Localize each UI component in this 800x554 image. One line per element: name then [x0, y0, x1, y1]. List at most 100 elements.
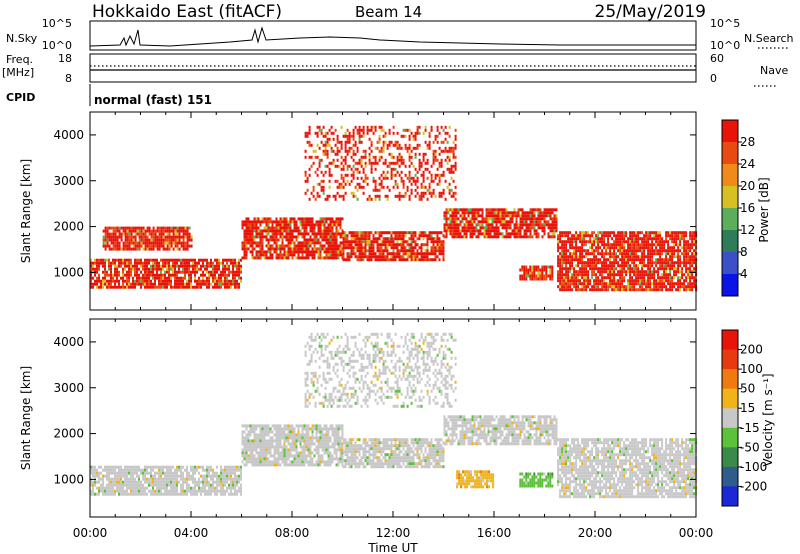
range-cell [342, 164, 345, 168]
range-cell [418, 143, 421, 147]
range-cell [110, 226, 113, 230]
range-cell [174, 261, 176, 265]
range-cell [222, 261, 224, 265]
range-cell [679, 231, 682, 235]
range-cell [271, 235, 274, 239]
range-cell [633, 273, 636, 277]
range-cell [565, 273, 568, 277]
range-cell [198, 486, 200, 490]
range-cell [172, 489, 174, 493]
range-cell [104, 492, 106, 496]
range-cell [631, 243, 634, 247]
range-cell [398, 173, 401, 177]
range-cell [495, 217, 498, 221]
range-cell [561, 240, 564, 244]
range-cell [309, 217, 312, 221]
range-cell [327, 238, 330, 242]
range-cell [366, 240, 369, 244]
range-cell [392, 249, 395, 253]
range-cell [184, 264, 186, 268]
range-cell [623, 234, 626, 238]
range-cell [446, 149, 449, 153]
range-cell [408, 134, 411, 138]
range-cell [414, 252, 417, 256]
nave-tick-low: 0 [710, 72, 717, 85]
range-cell [689, 261, 692, 265]
range-cell [128, 244, 131, 248]
range-cell [358, 249, 361, 253]
range-cell [124, 244, 127, 248]
range-cell [681, 273, 684, 277]
range-cell [481, 211, 484, 215]
range-cell [607, 282, 610, 286]
range-cell [166, 492, 168, 496]
range-cell [228, 279, 230, 283]
range-cell [408, 146, 411, 150]
range-cell [176, 468, 178, 472]
range-cell [372, 255, 375, 259]
range-cell [547, 214, 550, 218]
range-cell [384, 246, 387, 250]
range-cell [176, 264, 178, 268]
range-cell [267, 250, 270, 254]
range-cell [426, 240, 429, 244]
range-cell [166, 235, 169, 239]
range-cell [309, 220, 312, 224]
range-cell [635, 249, 638, 253]
range-cell [190, 282, 192, 286]
range-cell [577, 237, 580, 241]
range-cell [442, 191, 445, 195]
range-cell [581, 261, 584, 265]
range-cell [297, 256, 300, 260]
range-cell [142, 235, 145, 239]
range-cell [402, 128, 405, 132]
range-cell [216, 465, 218, 469]
range-cell [136, 273, 138, 277]
range-cell [305, 250, 308, 254]
range-cell [639, 282, 642, 286]
range-cell [390, 246, 393, 250]
range-cell [156, 492, 158, 496]
range-cell [311, 217, 314, 221]
range-cell [609, 285, 612, 289]
range-cell [194, 270, 196, 274]
range-cell [325, 247, 328, 251]
range-cell [156, 471, 158, 475]
range-cell [438, 194, 441, 198]
range-cell [96, 480, 98, 484]
range-cell [358, 140, 361, 144]
range-cell [547, 265, 550, 269]
range-cell [428, 237, 431, 241]
range-cell [362, 234, 365, 238]
range-cell [585, 261, 588, 265]
range-cell [160, 244, 163, 248]
range-cell [329, 244, 332, 248]
range-cell [493, 229, 496, 233]
range-cell [216, 471, 218, 475]
range-cell [587, 273, 590, 277]
range-cell [134, 492, 136, 496]
range-cell [402, 179, 405, 183]
range-cell [565, 279, 568, 283]
range-cell [420, 161, 423, 165]
range-cell [436, 249, 439, 253]
range-cell [471, 208, 474, 212]
range-cell [414, 137, 417, 141]
range-cell [132, 483, 134, 487]
range-cell [329, 241, 332, 245]
range-cell [333, 220, 336, 224]
range-cell [412, 249, 415, 253]
range-cell [440, 164, 443, 168]
range-cell [426, 143, 429, 147]
range-cell [138, 465, 140, 469]
range-cell [346, 128, 349, 132]
range-cell [575, 285, 578, 289]
range-cell [344, 240, 347, 244]
range-cell [362, 134, 365, 138]
range-cell [148, 489, 150, 493]
range-cell [356, 170, 359, 174]
range-cell [293, 241, 296, 245]
range-cell [202, 276, 204, 280]
range-cell [619, 246, 622, 250]
range-cell [208, 483, 210, 487]
